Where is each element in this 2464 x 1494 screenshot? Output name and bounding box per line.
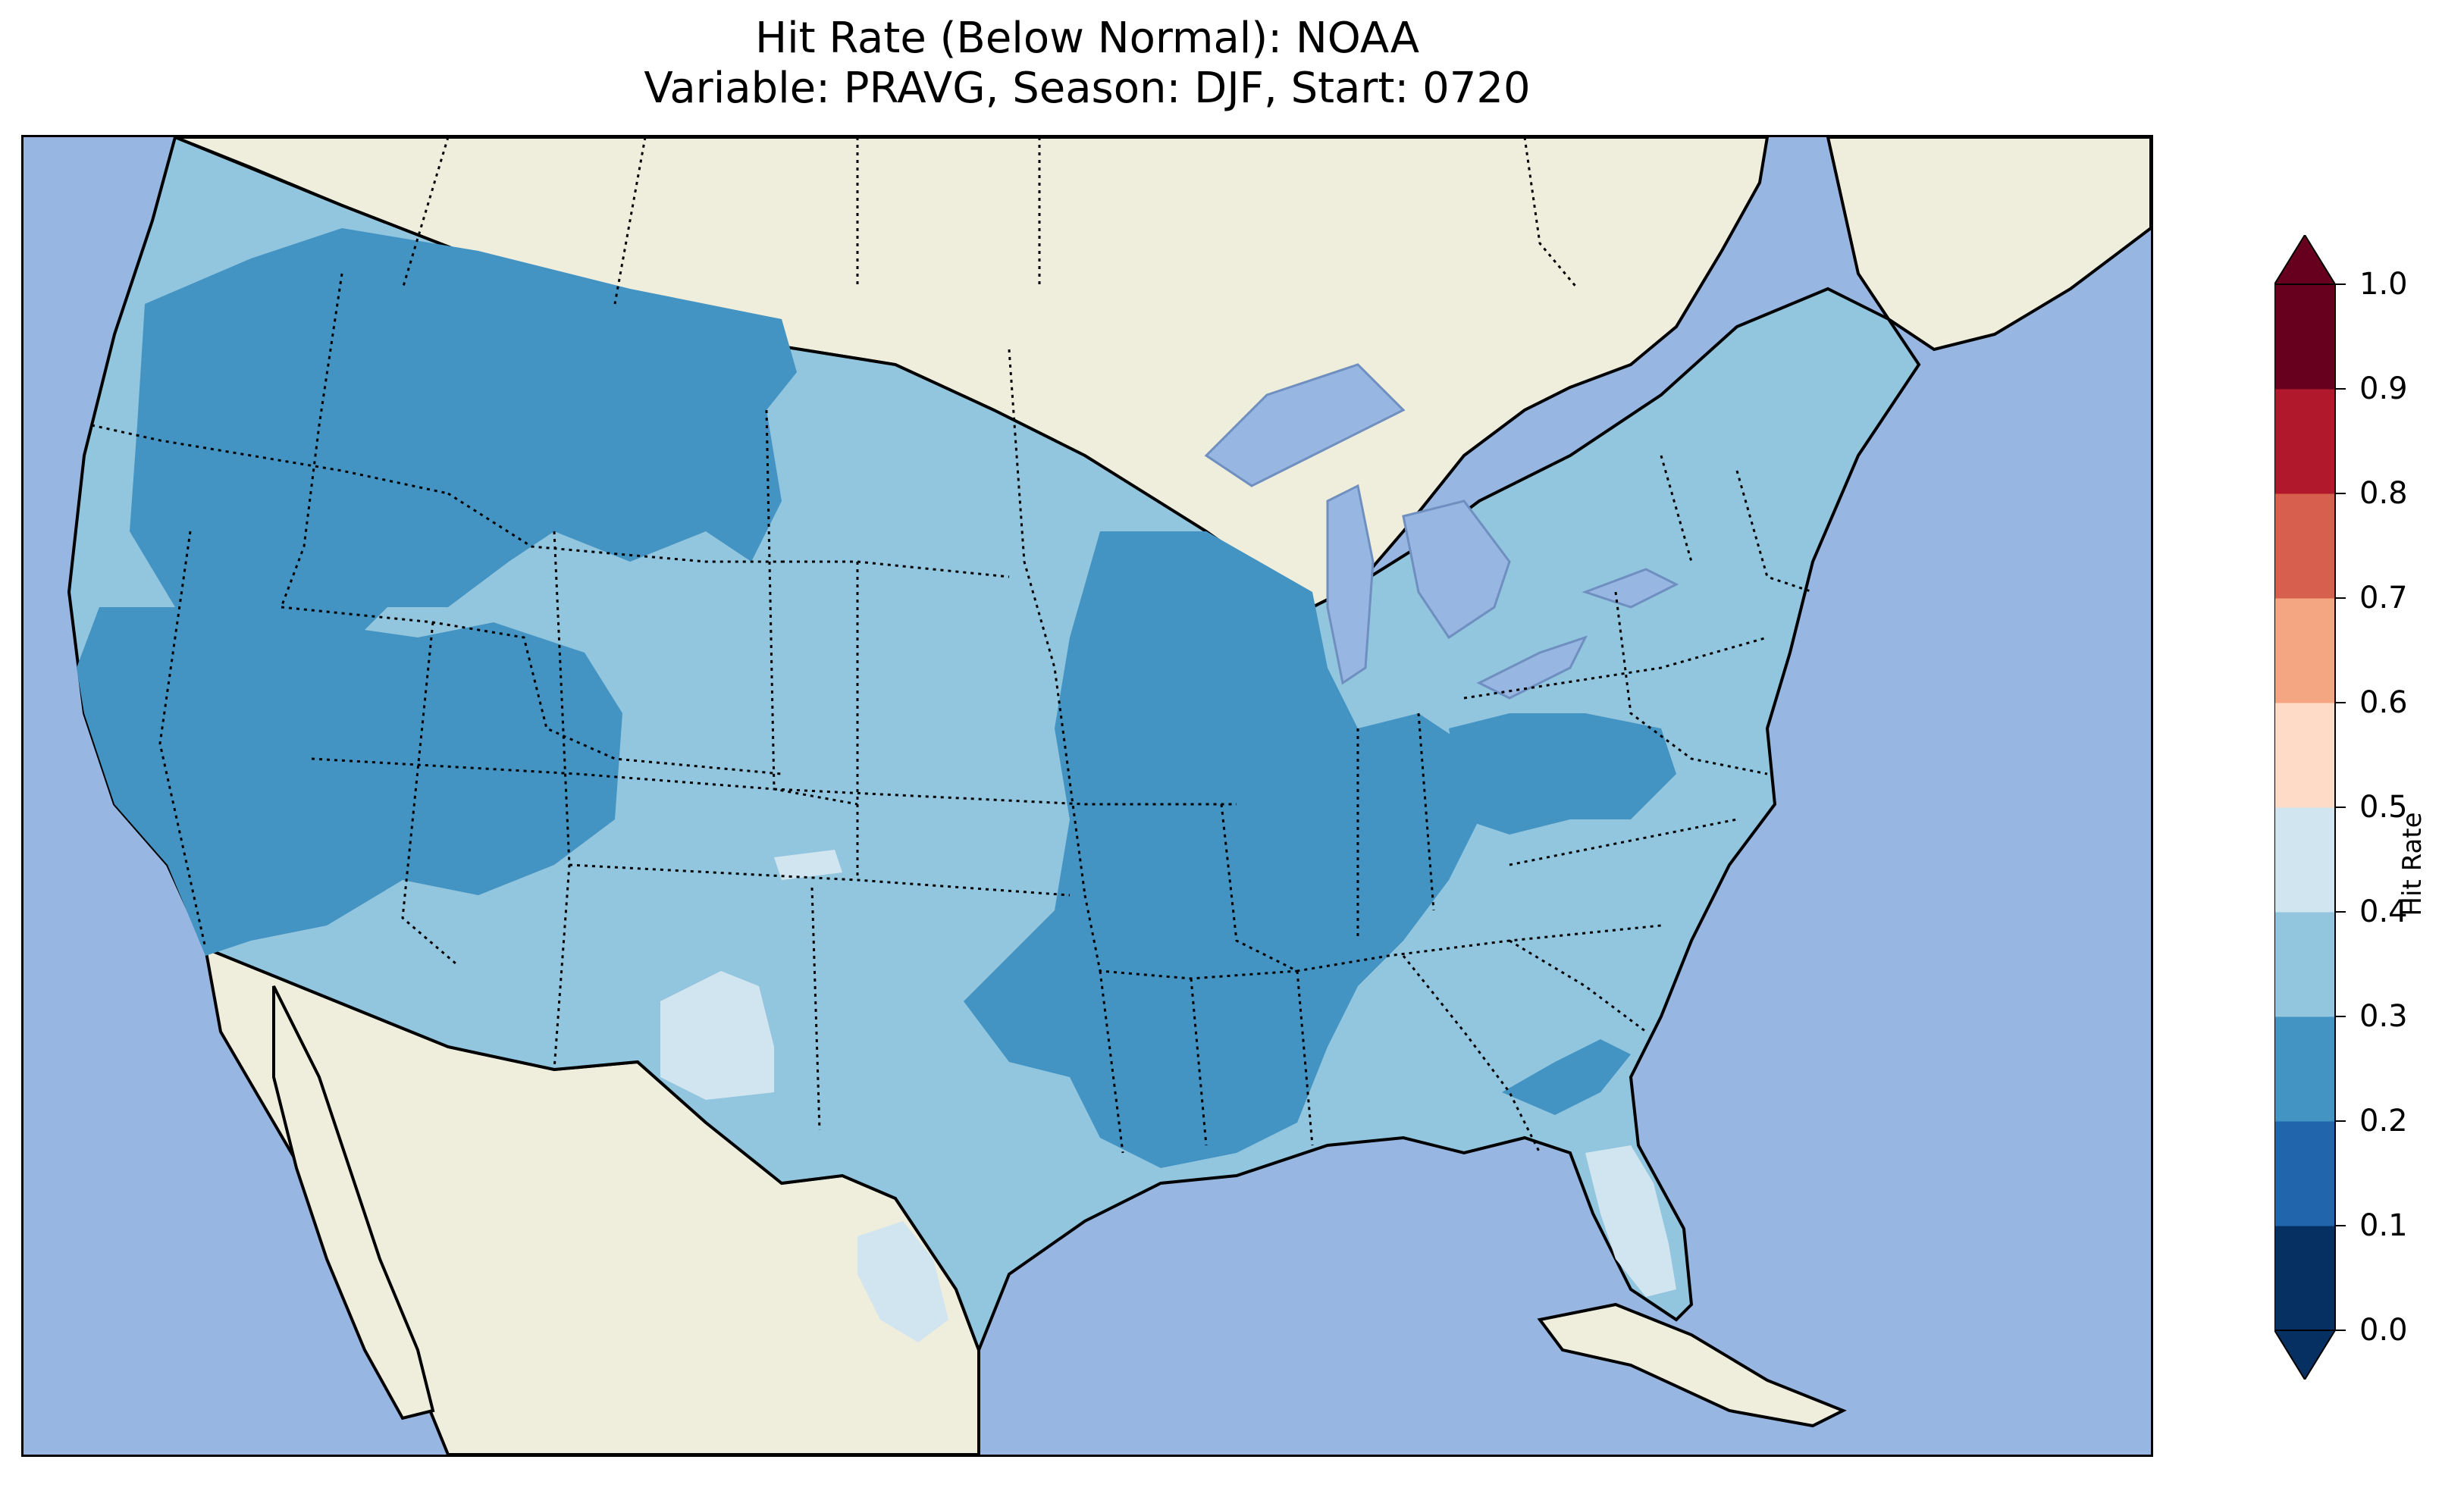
- colorbar-svg: [2273, 233, 2346, 1381]
- lake-michigan: [1326, 484, 1375, 685]
- colorbar-tick-label: 0.2: [2359, 1104, 2408, 1139]
- region-south-texas: [857, 1221, 948, 1342]
- region-ohio-valley: [1449, 713, 1676, 835]
- colorbar-bin: [2274, 598, 2335, 703]
- great-lakes: [1204, 363, 1679, 700]
- colorbar-tick-label: 0.1: [2359, 1208, 2408, 1243]
- colorbar-bin: [2274, 1121, 2335, 1226]
- colorbar-bin: [2274, 493, 2335, 599]
- region-oklahoma-sliver: [774, 850, 842, 880]
- colorbar-tick-label: 0.5: [2359, 790, 2408, 825]
- colorbar-tick-label: 0.6: [2359, 685, 2408, 720]
- region-great-basin: [77, 607, 622, 956]
- colorbar-bin: [2274, 389, 2335, 494]
- region-southeast-band: [1502, 1039, 1631, 1115]
- lake-superior: [1204, 363, 1406, 487]
- colorbar-tick-label: 0.8: [2359, 476, 2408, 511]
- colorbar-bin: [2274, 284, 2335, 390]
- state-borders: [91, 273, 1814, 1154]
- title-line-2: Variable: PRAVG, Season: DJF, Start: 072…: [644, 64, 1531, 113]
- map-panel: [21, 135, 2153, 1457]
- colorbar-tick-label: 0.9: [2359, 371, 2408, 406]
- colorbar-bin: [2274, 703, 2335, 808]
- lake-ontario: [1582, 568, 1679, 609]
- figure-title: Hit Rate (Below Normal): NOAA Variable: …: [21, 14, 2153, 114]
- region-new-mexico: [660, 971, 774, 1100]
- lake-huron: [1402, 500, 1511, 640]
- lake-erie: [1476, 635, 1588, 700]
- region-interior-northwest: [130, 228, 797, 653]
- colorbar-tick-label: 1.0: [2359, 267, 2408, 302]
- colorbar-tick-label: 0.7: [2359, 581, 2408, 615]
- colorbar-title: Hit Rate: [2397, 812, 2428, 916]
- colorbar: 0.0 0.1 0.2 0.3 0.4 0.5 0.6 0.7 0.8 0.9 1.0: [2273, 233, 2456, 1381]
- title-line-1: Hit Rate (Below Normal): NOAA: [754, 14, 1420, 63]
- colorbar-bin: [2274, 1016, 2335, 1122]
- baja-peninsula: [272, 985, 435, 1420]
- colorbar-extend-bottom: [2273, 1330, 2337, 1381]
- colorbar-extend-top: [2273, 233, 2337, 285]
- cuba-land: [1537, 1302, 1847, 1428]
- colorbar-bin: [2274, 1226, 2335, 1331]
- hit-rate-0.2-0.3-regions: [77, 228, 1676, 1168]
- region-florida: [1585, 1145, 1676, 1297]
- conus-map: [24, 137, 2151, 1455]
- atlantic-canada: [1826, 137, 2151, 352]
- region-midwest-mississippi: [964, 531, 1479, 1168]
- colorbar-tick-label: 0.3: [2359, 999, 2408, 1034]
- colorbar-tick-label: 0.4: [2359, 894, 2408, 929]
- colorbar-bin: [2274, 912, 2335, 1017]
- hit-rate-0.4-0.5-regions: [660, 850, 1676, 1342]
- colorbar-tick-label: 0.0: [2359, 1313, 2408, 1348]
- country-borders: [401, 137, 1579, 305]
- colorbar-bin: [2274, 807, 2335, 913]
